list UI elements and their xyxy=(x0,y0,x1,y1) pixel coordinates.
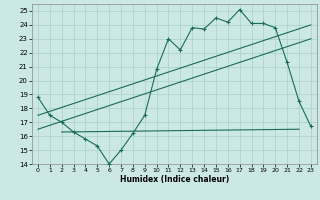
X-axis label: Humidex (Indice chaleur): Humidex (Indice chaleur) xyxy=(120,175,229,184)
